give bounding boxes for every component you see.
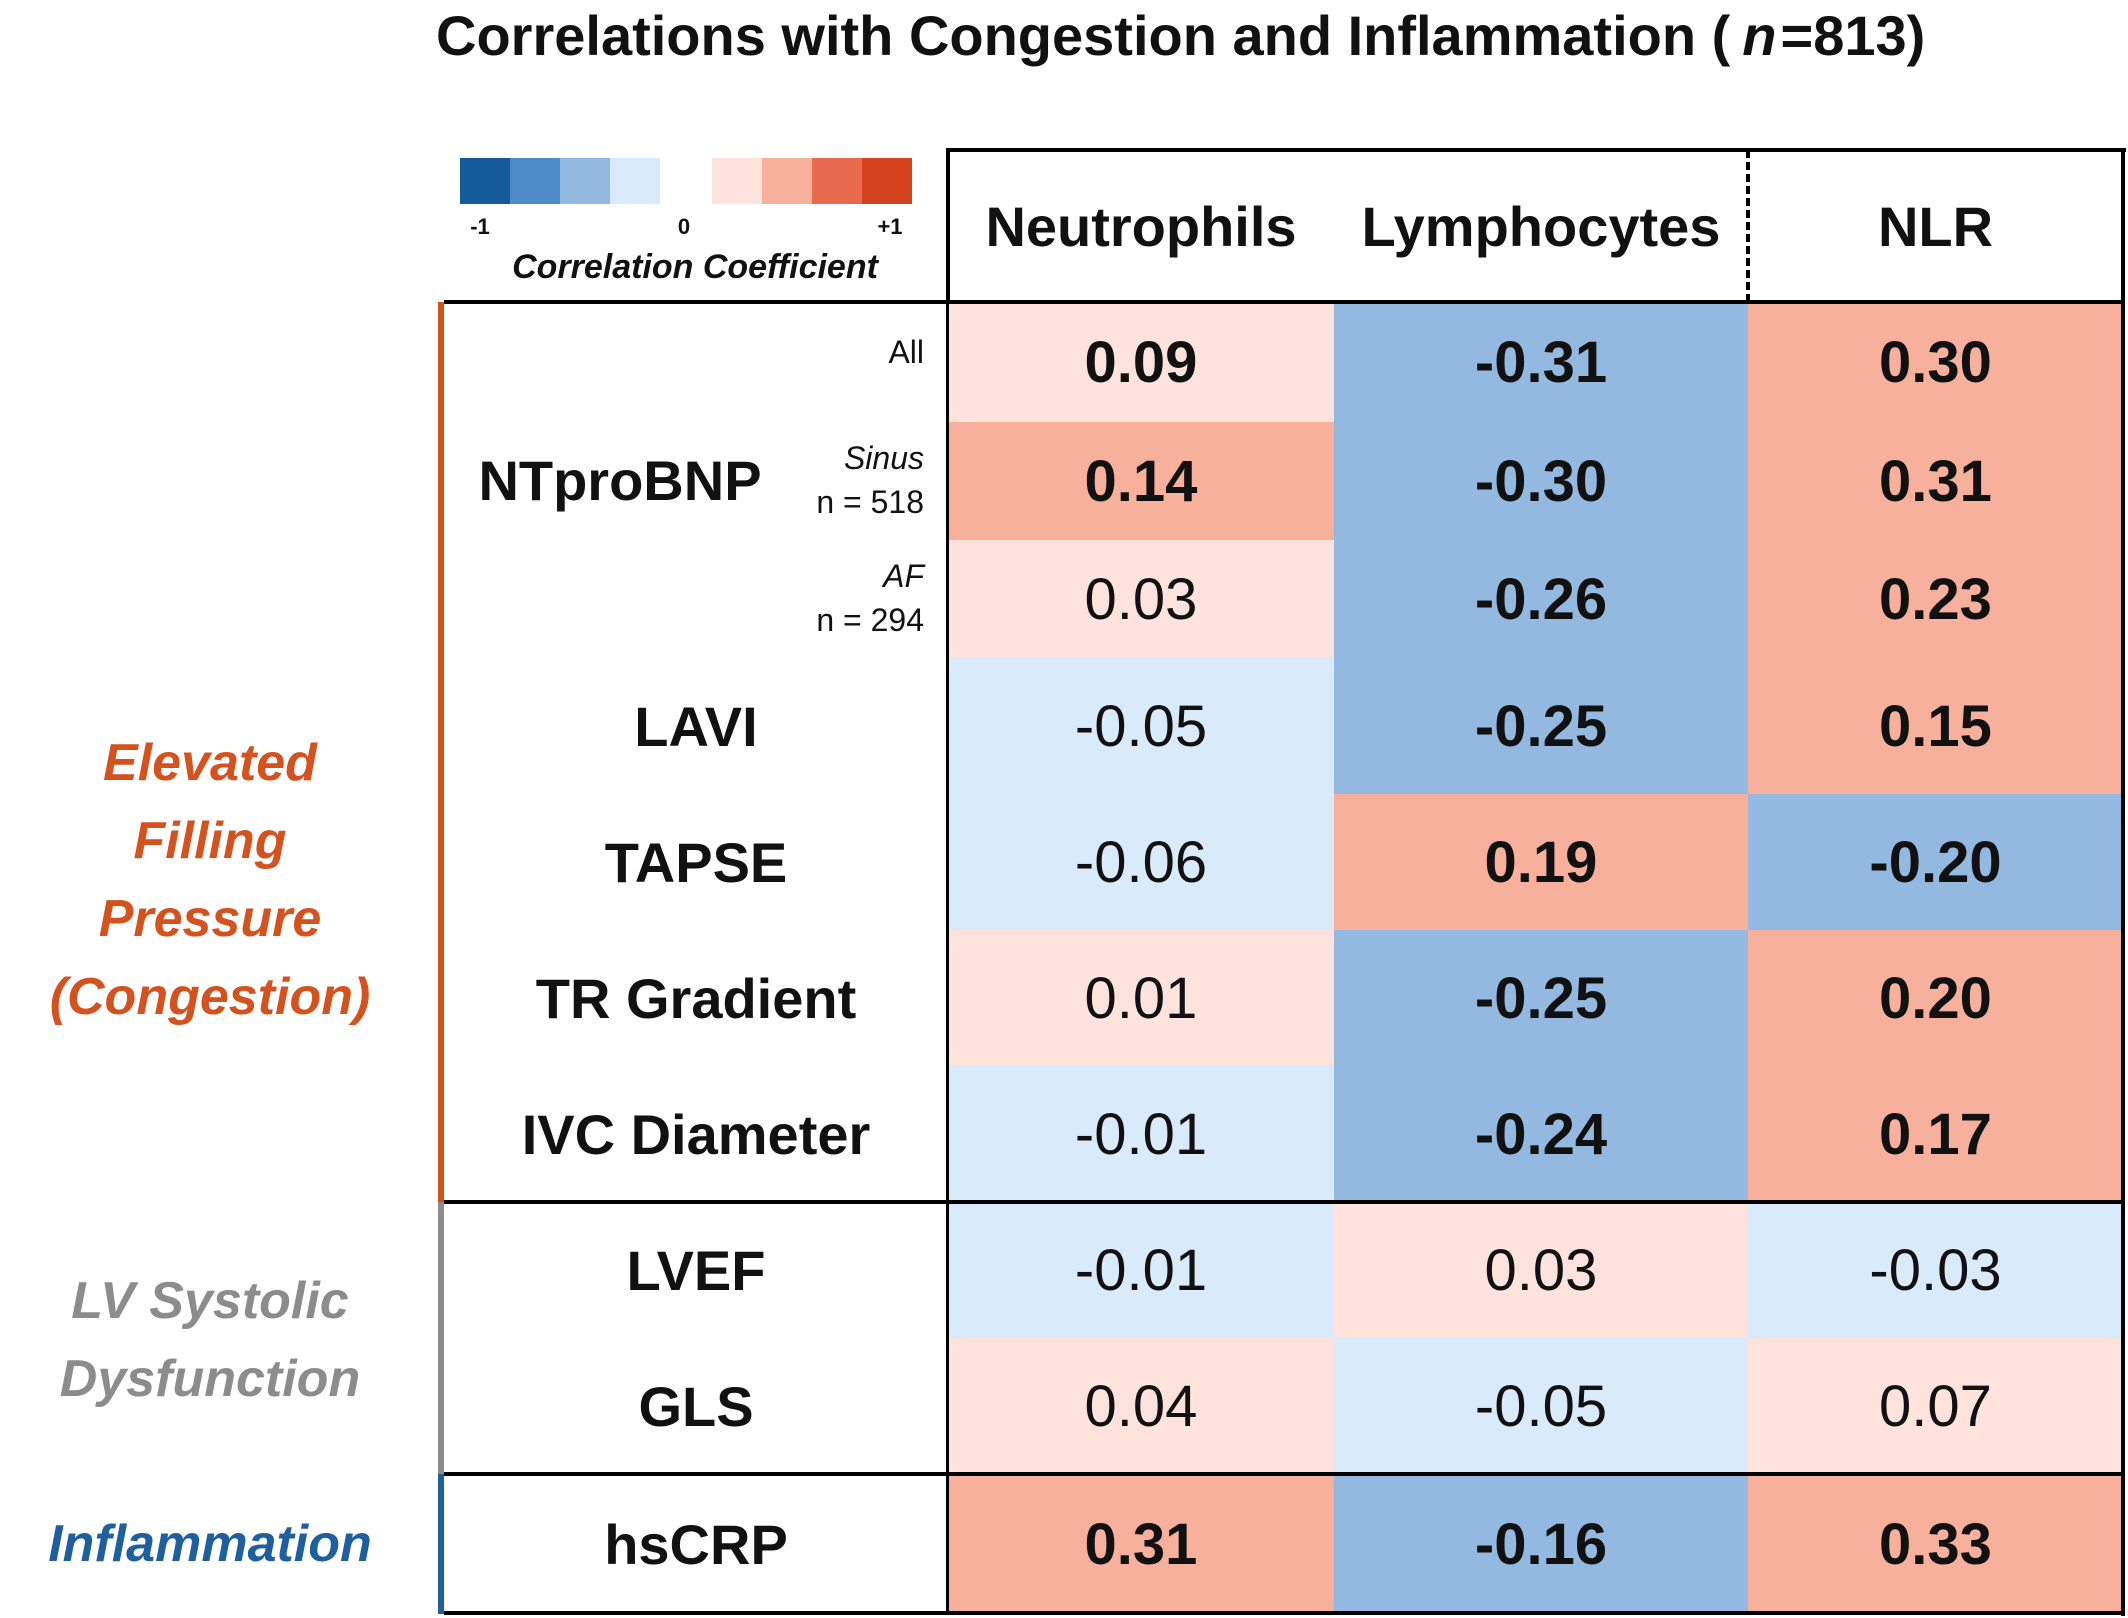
heatmap-cell: -0.25: [1334, 930, 1748, 1066]
heatmap-cell: -0.24: [1334, 1066, 1748, 1202]
group-label: Inflammation: [0, 1505, 420, 1583]
heatmap-cell: 0.33: [1748, 1474, 2123, 1614]
table-border: [948, 148, 2126, 152]
colorbar-swatch: [610, 158, 660, 204]
column-header: NLR: [1877, 194, 1994, 258]
heatmap-cell: 0.03: [948, 540, 1334, 658]
colorbar-label: Correlation Coefficient: [512, 248, 878, 286]
table-border: [444, 300, 2124, 304]
heatmap-cell: -0.26: [1334, 540, 1748, 658]
heatmap-cell: 0.04: [948, 1338, 1334, 1474]
chart-title: Correlations with Congestion and Inflamm…: [436, 0, 2128, 70]
table-border: [2121, 148, 2125, 1616]
group-bracket: [438, 1474, 444, 1614]
row-sublabel: Sinus n = 518: [780, 436, 924, 524]
row-label: TR Gradient: [535, 966, 857, 1030]
chart-title-n-eq: =: [1780, 3, 1814, 67]
row-sublabel: AF n = 294: [780, 554, 924, 642]
heatmap-cell: -0.03: [1748, 1202, 2123, 1338]
heatmap-cell: 0.23: [1748, 540, 2123, 658]
heatmap-cell: 0.17: [1748, 1066, 2123, 1202]
heatmap-cell: -0.16: [1334, 1474, 1748, 1614]
group-separator: [444, 1200, 2124, 1204]
heatmap-cell: -0.20: [1748, 794, 2123, 930]
heatmap-cell: -0.30: [1334, 422, 1748, 540]
heatmap-cell: 0.20: [1748, 930, 2123, 1066]
group-label-line: LV Systolic: [71, 1272, 349, 1330]
colorbar-swatch: [812, 158, 862, 204]
group-label-line: (Congestion): [49, 968, 371, 1026]
group-label-line: Pressure: [98, 890, 322, 948]
group-label-line: Inflammation: [48, 1515, 372, 1573]
heatmap-cell: -0.01: [948, 1066, 1334, 1202]
heatmap-cell: -0.05: [1334, 1338, 1748, 1474]
column-separator-dashed: [1746, 150, 1750, 302]
group-label-line: Elevated: [103, 734, 317, 792]
heatmap-cell: 0.03: [1334, 1202, 1748, 1338]
row-sublabel-n: n = 518: [816, 484, 924, 520]
row-label: LVEF: [626, 1238, 766, 1302]
row-label: TAPSE: [604, 830, 788, 894]
heatmap-cell: 0.31: [1748, 422, 2123, 540]
heatmap-cell: -0.25: [1334, 658, 1748, 794]
row-label: IVC Diameter: [521, 1102, 871, 1166]
colorbar-swatch: [560, 158, 610, 204]
table-border: [946, 148, 950, 304]
colorbar-tick-label: -1: [470, 214, 490, 239]
column-header: Lymphocytes: [1361, 194, 1721, 258]
row-sublabel-n: n = 294: [816, 602, 924, 638]
heatmap-cell: -0.01: [948, 1202, 1334, 1338]
heatmap-cell: 0.09: [948, 302, 1334, 422]
group-label-line: Dysfunction: [59, 1350, 361, 1408]
heatmap-cell: 0.01: [948, 930, 1334, 1066]
group-label: LV Systolic Dysfunction: [0, 1262, 420, 1418]
chart-title-paren-close: ): [1906, 3, 1926, 67]
heatmap-cell: 0.30: [1748, 302, 2123, 422]
heatmap-cell: 0.07: [1748, 1338, 2123, 1474]
colorbar-swatch: [510, 158, 560, 204]
colorbar-swatch: [762, 158, 812, 204]
heatmap-cell: 0.31: [948, 1474, 1334, 1614]
row-label: LAVI: [634, 694, 758, 758]
colorbar-tick-label: +1: [877, 214, 903, 239]
table-border: [444, 1611, 2124, 1615]
colorbar-swatch: [460, 158, 510, 204]
group-bracket: [438, 302, 444, 1202]
colorbar-swatch: [712, 158, 762, 204]
column-header: Neutrophils: [985, 194, 1297, 258]
group-separator: [444, 1472, 2124, 1476]
colorbar-tick-label: 0: [677, 214, 691, 239]
heatmap-cell: -0.31: [1334, 302, 1748, 422]
row-sublabel-name: AF: [883, 558, 924, 594]
row-sublabel: All: [780, 330, 924, 374]
group-label-line: Filling: [133, 812, 287, 870]
heatmap-cell: 0.19: [1334, 794, 1748, 930]
chart-title-n-value: 813: [1813, 3, 1907, 67]
table-border: [946, 300, 949, 1614]
group-bracket: [438, 1202, 444, 1474]
chart-title-text: Correlations with Congestion and Inflamm…: [436, 3, 1697, 67]
chart-title-paren-open: (: [1696, 3, 1731, 67]
row-label: GLS: [638, 1374, 754, 1438]
heatmap-cell: -0.06: [948, 794, 1334, 930]
row-label: NTproBNP: [478, 448, 762, 512]
chart-title-n-label: n: [1742, 3, 1777, 67]
colorbar-swatch: [862, 158, 912, 204]
row-sublabel-name: All: [888, 334, 924, 370]
heatmap-cell: 0.14: [948, 422, 1334, 540]
heatmap-cell: -0.05: [948, 658, 1334, 794]
group-label: Elevated Filling Pressure (Congestion): [0, 724, 420, 1036]
heatmap-cell: 0.15: [1748, 658, 2123, 794]
row-label: hsCRP: [604, 1512, 788, 1576]
row-sublabel-name: Sinus: [843, 440, 924, 476]
